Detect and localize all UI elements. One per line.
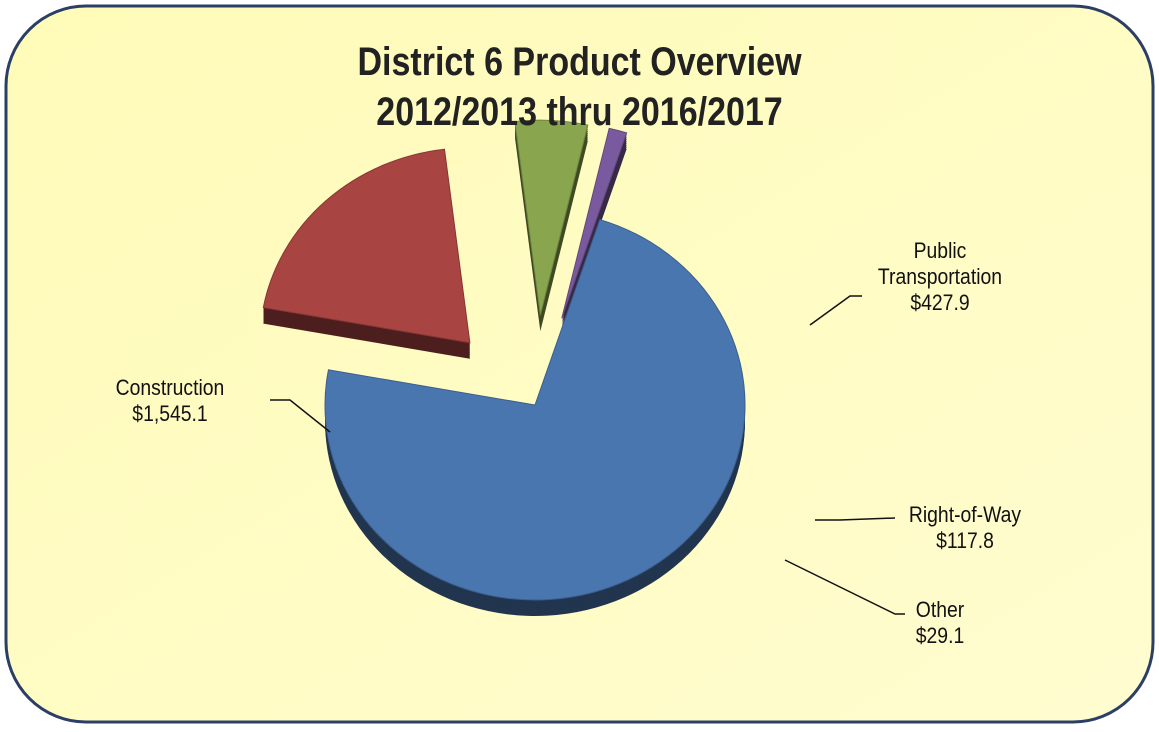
leader-line (270, 399, 331, 433)
value-label: $427.9 (910, 290, 970, 315)
leader-line (784, 559, 905, 615)
category-label: Public Transportation (877, 238, 1003, 289)
slice (262, 148, 471, 344)
leader-line (815, 517, 896, 521)
value-label: $29.1 (915, 623, 965, 648)
slice (324, 218, 746, 601)
category-label: Other (915, 597, 965, 622)
chart-subtitle: 2012/2013 thru 2016/2017 (376, 90, 783, 134)
value-label: $117.8 (936, 528, 994, 553)
category-label: Right-of-Way (908, 502, 1022, 527)
category-label: Construction (115, 375, 225, 400)
slice (561, 127, 628, 319)
leader-line (809, 295, 862, 326)
slice (514, 119, 589, 316)
value-label: $1,545.1 (132, 401, 208, 426)
chart-title: District 6 Product Overview (357, 40, 802, 84)
pie (262, 119, 905, 616)
